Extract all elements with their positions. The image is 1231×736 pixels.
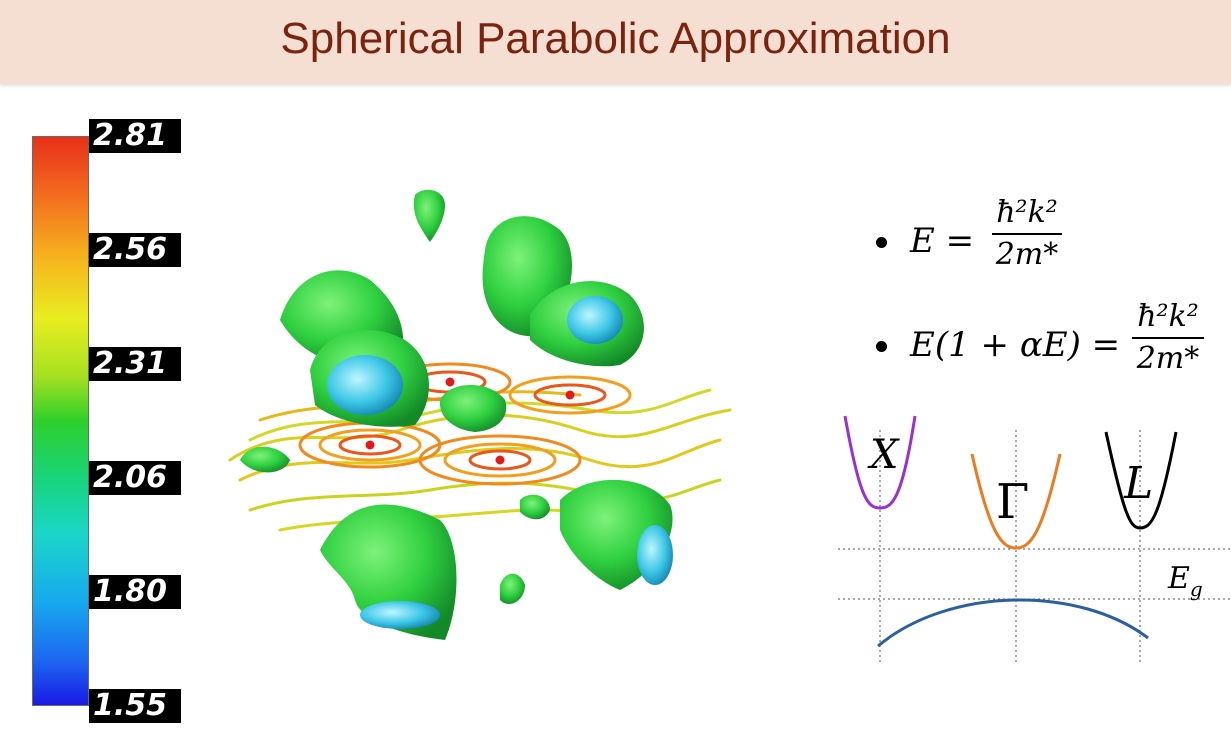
bullet [876, 237, 887, 248]
colorbar-tick-label: 2.56 [89, 233, 181, 267]
equation-denominator: 2m* [995, 237, 1059, 272]
bullet [876, 341, 887, 352]
x-valley-label: X [867, 432, 900, 478]
colorbar-tick-label: 1.80 [89, 575, 181, 609]
colorbar-tick-label: 2.31 [89, 347, 181, 381]
colorbar-tick-label: 2.81 [89, 119, 181, 153]
equation-lhs: E(1 + αE) = [910, 325, 1121, 365]
equation-numerator: ħ²k² [1137, 299, 1199, 334]
x-valley-curve [843, 415, 917, 510]
color-scale-bar [32, 136, 89, 706]
colorbar-tick-label: 1.55 [89, 689, 181, 723]
title-bar: Spherical Parabolic Approximation [0, 0, 1231, 84]
equation-fraction: ħ²k² 2m* [992, 195, 1062, 273]
band-structure-diagram: X Γ L Eg [838, 415, 1230, 662]
valence-band-curve [877, 598, 1149, 648]
fraction-bar [992, 233, 1062, 235]
band-gap-label: Eg [1167, 561, 1203, 601]
gamma-valley-curve [970, 453, 1062, 550]
fraction-bar [1132, 337, 1204, 339]
contour-lines [228, 362, 732, 532]
equation-numerator: ħ²k² [996, 195, 1058, 230]
equation-denominator: 2m* [1136, 341, 1200, 376]
band-gap-label-sub: g [1190, 577, 1203, 601]
l-valley-curve [1104, 431, 1178, 530]
gamma-valley-label: Γ [996, 474, 1029, 530]
slide-title: Spherical Parabolic Approximation [280, 14, 951, 63]
isosurface-lobes [240, 189, 673, 640]
colorbar-tick-label: 2.06 [89, 461, 181, 495]
equation-lhs: E = [910, 221, 975, 261]
band-gap-label-main: E [1167, 561, 1190, 596]
isosurface-visualization [228, 189, 732, 640]
l-valley-label: L [1123, 458, 1153, 509]
equation-fraction: ħ²k² 2m* [1132, 299, 1204, 377]
